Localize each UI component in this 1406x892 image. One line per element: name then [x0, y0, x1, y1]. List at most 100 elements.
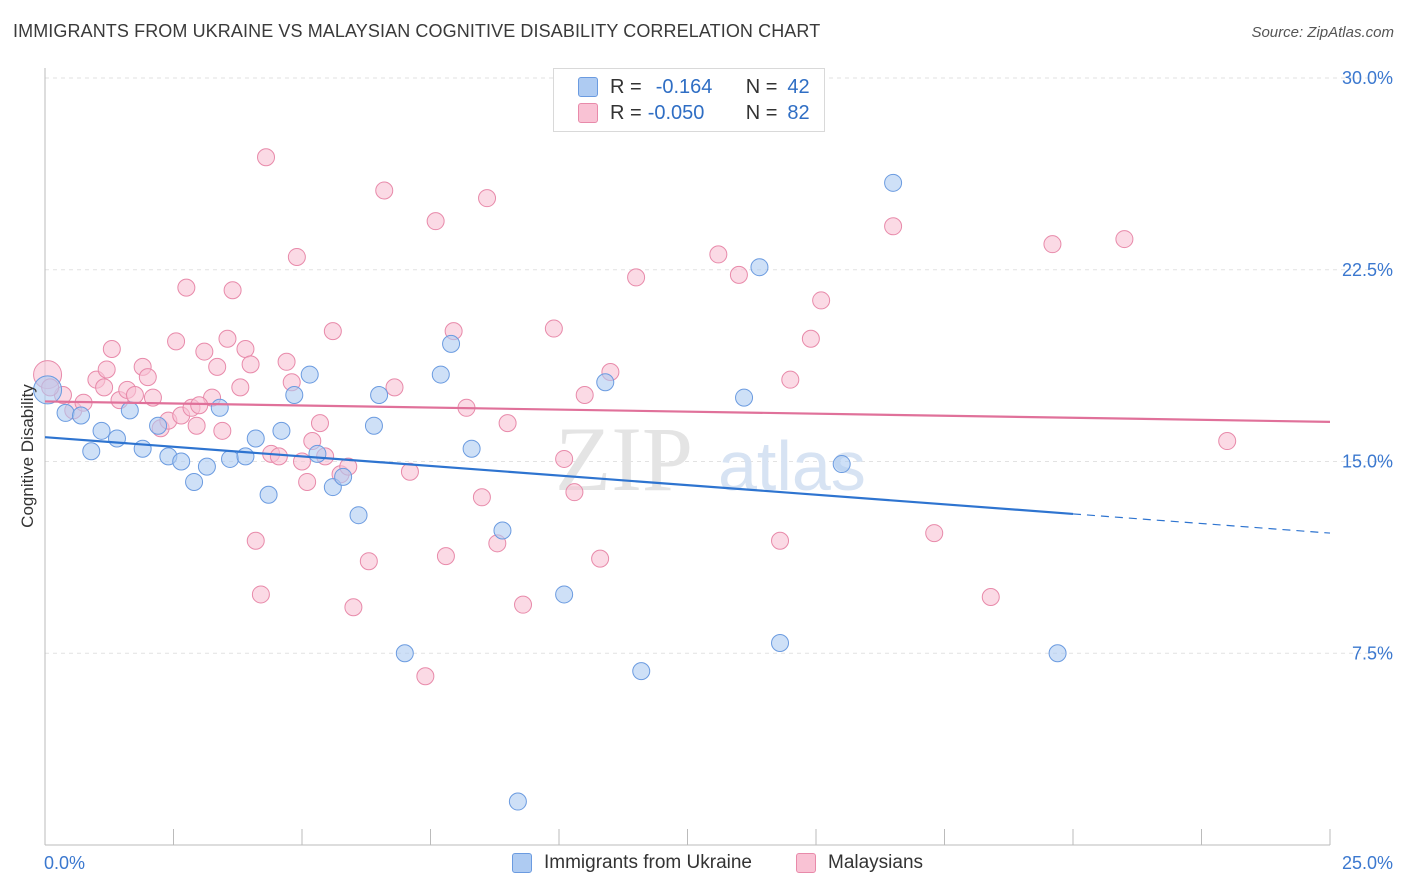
data-point	[565, 483, 584, 502]
data-point	[120, 401, 139, 420]
data-point	[97, 360, 116, 379]
legend-label-malaysians: Malaysians	[828, 852, 924, 873]
data-point	[259, 485, 278, 504]
data-point	[246, 429, 265, 448]
x-tick-labels: 0.0% 25.0%	[44, 853, 1393, 873]
data-point	[832, 455, 851, 474]
data-point	[395, 644, 414, 663]
data-point	[138, 368, 157, 387]
ukraine-points	[33, 173, 1067, 811]
data-point	[167, 332, 186, 351]
data-point	[1218, 432, 1237, 451]
data-point	[197, 457, 216, 476]
n-value-ukraine: 42	[787, 75, 810, 98]
malaysians-swatch	[796, 853, 816, 873]
data-point	[334, 467, 353, 486]
data-point	[323, 322, 342, 341]
data-point	[400, 462, 419, 481]
data-point	[187, 416, 206, 435]
legend-row-ukraine: R = -0.164 N = 42	[578, 75, 810, 99]
data-point	[236, 447, 255, 466]
data-point	[102, 340, 121, 359]
data-point	[246, 531, 265, 550]
data-point	[426, 212, 445, 231]
data-point	[241, 355, 260, 374]
data-point	[298, 472, 317, 491]
data-point	[884, 173, 903, 192]
data-point	[149, 416, 168, 435]
data-point	[107, 429, 126, 448]
data-point	[195, 342, 214, 361]
data-point	[981, 588, 1000, 607]
legend-item-malaysians[interactable]: Malaysians	[796, 852, 923, 874]
r-label: R =	[610, 75, 642, 98]
data-point	[498, 414, 517, 433]
data-point	[272, 421, 291, 440]
legend-item-ukraine[interactable]: Immigrants from Ukraine	[512, 852, 752, 874]
data-point	[208, 357, 227, 376]
data-point	[632, 662, 651, 681]
data-point	[436, 547, 455, 566]
series-legend: Immigrants from Ukraine Malaysians	[0, 852, 1406, 878]
data-point	[92, 421, 111, 440]
x-tick-label: 25.0%	[1342, 853, 1393, 873]
data-point	[555, 585, 574, 604]
malaysians-swatch	[578, 103, 598, 123]
data-point	[172, 452, 191, 471]
data-point	[627, 268, 646, 287]
data-point	[125, 386, 144, 405]
data-point	[781, 370, 800, 389]
trend-line	[44, 400, 1331, 423]
data-point	[308, 444, 327, 463]
data-point	[95, 378, 114, 397]
data-point	[300, 365, 319, 384]
data-point	[750, 258, 769, 277]
data-point	[544, 319, 563, 338]
data-point	[257, 148, 276, 167]
data-point	[729, 265, 748, 284]
data-point	[884, 217, 903, 236]
r-value-ukraine: -0.164	[655, 75, 713, 98]
x-tick-label: 0.0%	[44, 853, 85, 873]
n-label: N =	[745, 101, 778, 124]
y-tick-label: 30.0%	[1342, 68, 1393, 88]
data-point	[1043, 235, 1062, 254]
y-tick-label: 22.5%	[1342, 260, 1393, 280]
y-tick-labels: 7.5% 15.0% 22.5% 30.0%	[1342, 68, 1393, 663]
data-point	[56, 403, 75, 422]
data-point	[375, 181, 394, 200]
data-point	[251, 585, 270, 604]
data-point	[472, 488, 491, 507]
y-axis-label: Cognitive Disability	[18, 384, 37, 528]
n-label: N =	[745, 75, 778, 98]
chart-title: IMMIGRANTS FROM UKRAINE VS MALAYSIAN COG…	[13, 21, 821, 41]
data-point	[771, 634, 790, 653]
data-point	[801, 329, 820, 348]
data-point	[514, 595, 533, 614]
data-point	[223, 281, 242, 300]
data-point	[591, 549, 610, 568]
y-tick-label: 15.0%	[1342, 452, 1393, 472]
data-point	[364, 416, 383, 435]
data-point	[269, 447, 288, 466]
axes	[44, 68, 1331, 846]
trend-line	[44, 436, 1074, 516]
data-point	[925, 524, 944, 543]
data-point	[231, 378, 250, 397]
legend-label-ukraine: Immigrants from Ukraine	[544, 852, 752, 873]
data-point	[359, 552, 378, 571]
data-point	[177, 278, 196, 297]
data-point	[218, 329, 237, 348]
data-point	[185, 472, 204, 491]
trend-line-extension	[1072, 513, 1331, 534]
data-point	[1048, 644, 1067, 663]
source-label: Source: ZipAtlas.com	[1251, 24, 1394, 41]
data-point	[575, 386, 594, 405]
data-point	[285, 386, 304, 405]
data-point	[213, 421, 232, 440]
r-label: R =	[610, 101, 642, 124]
y-tick-label: 7.5%	[1352, 643, 1393, 663]
data-point	[771, 531, 790, 550]
data-point	[735, 388, 754, 407]
data-point	[210, 398, 229, 417]
